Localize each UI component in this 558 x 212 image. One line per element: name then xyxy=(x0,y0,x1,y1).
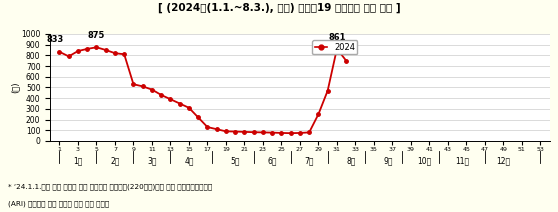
Text: [ (2024년(1.1.~8.3.), 주별) 코로나19 입원환자 발생 추이 ]: [ (2024년(1.1.~8.3.), 주별) 코로나19 입원환자 발생 추… xyxy=(158,3,400,13)
Text: 1월: 1월 xyxy=(73,157,83,166)
Text: 861: 861 xyxy=(328,33,345,42)
Text: 10월: 10월 xyxy=(417,157,432,166)
Legend: 2024: 2024 xyxy=(312,40,358,54)
Text: 8월: 8월 xyxy=(346,157,355,166)
Text: 12월: 12월 xyxy=(496,157,511,166)
Text: 4월: 4월 xyxy=(184,157,194,166)
Text: 7월: 7월 xyxy=(305,157,314,166)
Text: (ARI) 입원환자 수를 신고한 잠정 통계 수치임: (ARI) 입원환자 수를 신고한 잠정 통계 수치임 xyxy=(8,200,109,207)
Text: 833: 833 xyxy=(46,35,64,44)
Text: * ‘24.1.1.부터 전국 병원급 이상 표본감시 의료기관(220개소)에서 매주 급성호흡기감염증: * ‘24.1.1.부터 전국 병원급 이상 표본감시 의료기관(220개소)에… xyxy=(8,183,213,190)
Text: 875: 875 xyxy=(88,31,105,40)
Text: 11월: 11월 xyxy=(455,157,469,166)
Text: 5월: 5월 xyxy=(230,157,240,166)
Text: 9월: 9월 xyxy=(383,157,392,166)
Text: 2월: 2월 xyxy=(110,157,119,166)
Y-axis label: (명): (명) xyxy=(11,82,20,93)
Text: 6월: 6월 xyxy=(267,157,277,166)
Text: 3월: 3월 xyxy=(147,157,157,166)
